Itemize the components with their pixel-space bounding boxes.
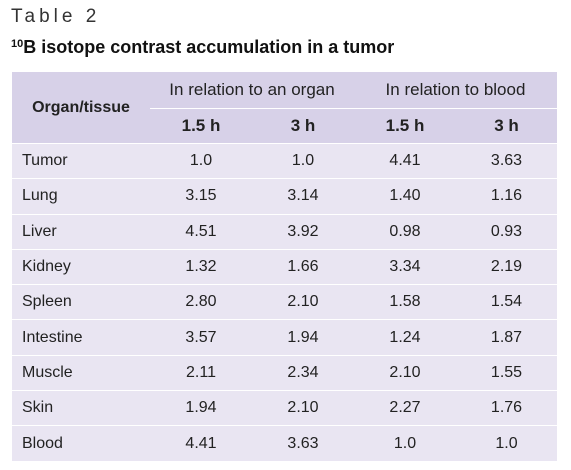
value-cell: 1.94 (252, 319, 354, 356)
organ-cell: Spleen (12, 284, 150, 320)
value-cell: 3.34 (354, 248, 456, 285)
value-cell: 2.11 (150, 354, 252, 391)
organ-cell: Skin (12, 390, 150, 426)
value-cell: 4.41 (150, 425, 252, 461)
table-row: Tumor 1.0 1.0 4.41 3.63 (12, 142, 557, 179)
value-cell: 1.0 (252, 142, 354, 179)
organ-cell: Lung (12, 178, 150, 215)
isotope-superscript: 10 (11, 38, 24, 50)
value-cell: 1.58 (354, 284, 456, 320)
data-table: Organ/tissue In relation to an organ In … (12, 72, 557, 461)
organ-cell: Liver (12, 213, 150, 250)
organ-cell: Tumor (12, 142, 150, 179)
value-cell: 1.0 (354, 425, 456, 461)
organ-cell: Kidney (12, 248, 150, 285)
value-cell: 2.10 (354, 354, 456, 391)
value-cell: 3.15 (150, 178, 252, 215)
title-text: B isotope contrast accumulation in a tum… (23, 37, 395, 57)
value-cell: 3.63 (252, 425, 354, 461)
value-cell: 3.63 (456, 142, 557, 179)
value-cell: 3.57 (150, 319, 252, 356)
value-cell: 2.34 (252, 354, 354, 391)
value-cell: 1.87 (456, 319, 557, 356)
value-cell: 2.27 (354, 390, 456, 426)
value-cell: 2.10 (252, 390, 354, 426)
table-row: Muscle 2.11 2.34 2.10 1.55 (12, 354, 557, 391)
value-cell: 1.55 (456, 354, 557, 391)
header-time-organ-3h: 3 h (252, 108, 354, 144)
value-cell: 1.24 (354, 319, 456, 356)
header-group-organ: In relation to an organ (150, 72, 354, 109)
value-cell: 2.19 (456, 248, 557, 285)
table-label: Table 2 (11, 6, 101, 27)
header-group-blood: In relation to blood (354, 72, 557, 109)
table-row: Kidney 1.32 1.66 3.34 2.19 (12, 248, 557, 285)
value-cell: 1.40 (354, 178, 456, 215)
organ-cell: Intestine (12, 319, 150, 356)
table-row: Intestine 3.57 1.94 1.24 1.87 (12, 319, 557, 356)
table-body: Tumor 1.0 1.0 4.41 3.63 Lung 3.15 3.14 1… (12, 142, 557, 461)
header-organ: Organ/tissue (12, 72, 150, 144)
value-cell: 2.10 (252, 284, 354, 320)
organ-cell: Muscle (12, 354, 150, 391)
value-cell: 1.0 (150, 142, 252, 179)
value-cell: 0.98 (354, 213, 456, 250)
value-cell: 2.80 (150, 284, 252, 320)
value-cell: 4.41 (354, 142, 456, 179)
value-cell: 1.94 (150, 390, 252, 426)
value-cell: 3.92 (252, 213, 354, 250)
header-time-blood-3h: 3 h (456, 108, 557, 144)
header-row-groups: Organ/tissue In relation to an organ In … (12, 72, 557, 144)
value-cell: 1.76 (456, 390, 557, 426)
table-row: Spleen 2.80 2.10 1.58 1.54 (12, 284, 557, 320)
header-time-organ-1-5h: 1.5 h (150, 108, 252, 144)
table-row: Skin 1.94 2.10 2.27 1.76 (12, 390, 557, 426)
table-row: Blood 4.41 3.63 1.0 1.0 (12, 425, 557, 461)
value-cell: 4.51 (150, 213, 252, 250)
value-cell: 1.66 (252, 248, 354, 285)
value-cell: 1.0 (456, 425, 557, 461)
header-time-blood-1-5h: 1.5 h (354, 108, 456, 144)
table-header: Organ/tissue In relation to an organ In … (12, 72, 557, 144)
value-cell: 1.16 (456, 178, 557, 215)
value-cell: 1.54 (456, 284, 557, 320)
value-cell: 0.93 (456, 213, 557, 250)
table-row: Lung 3.15 3.14 1.40 1.16 (12, 178, 557, 215)
table-row: Liver 4.51 3.92 0.98 0.93 (12, 213, 557, 250)
value-cell: 3.14 (252, 178, 354, 215)
value-cell: 1.32 (150, 248, 252, 285)
table-title: 10B isotope contrast accumulation in a t… (11, 37, 394, 58)
organ-cell: Blood (12, 425, 150, 461)
